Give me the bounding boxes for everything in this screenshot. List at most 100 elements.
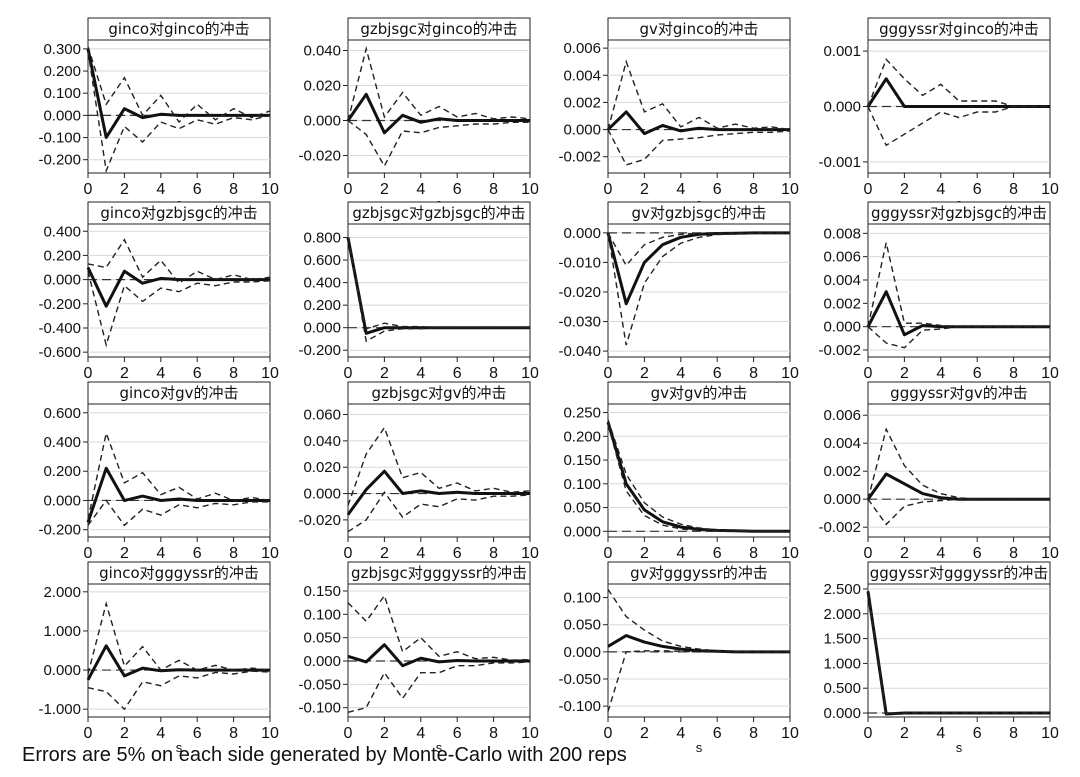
- y-tick-label: 0.100: [563, 476, 601, 493]
- x-tick-label: 10: [1041, 725, 1059, 742]
- x-tick-label: 2: [640, 181, 649, 198]
- plot-area: [867, 403, 1051, 538]
- x-axis-label: s: [956, 740, 963, 755]
- x-tick-label: 2: [640, 365, 649, 382]
- irf-line: [86, 48, 270, 139]
- y-tick-label: -0.050: [558, 671, 601, 688]
- y-tick-label: 0.050: [303, 630, 341, 647]
- x-tick-label: 6: [713, 181, 722, 198]
- plot-area: [607, 403, 791, 538]
- x-tick-label: 2: [380, 365, 389, 382]
- y-tick-label: 0.100: [563, 590, 601, 607]
- plot-area: [87, 39, 271, 174]
- confidence-band-line: [347, 426, 531, 506]
- panel-title: ginco对gzbjsgc的冲击: [100, 204, 257, 222]
- x-tick-label: 2: [640, 725, 649, 742]
- x-tick-label: 10: [521, 545, 539, 562]
- y-tick-label: 0.400: [43, 434, 81, 451]
- y-tick-label: -0.100: [558, 698, 601, 715]
- chart-footnote: Errors are 5% on each side generated by …: [22, 744, 627, 766]
- x-tick-label: 8: [749, 365, 758, 382]
- irf-line: [347, 643, 530, 668]
- x-tick-label: 0: [84, 545, 93, 562]
- y-tick-label: 0.500: [823, 680, 861, 697]
- x-tick-label: 2: [900, 725, 909, 742]
- y-tick-label: -0.002: [558, 149, 601, 166]
- x-tick-label: 8: [1009, 181, 1018, 198]
- panel-title: gzbjsgc对ginco的冲击: [360, 20, 517, 38]
- confidence-band-line: [607, 59, 791, 131]
- x-tick-label: 0: [604, 365, 613, 382]
- y-tick-label: 2.000: [43, 584, 81, 601]
- x-tick-label: 8: [229, 181, 238, 198]
- confidence-band-line: [87, 499, 270, 527]
- x-axis-label: s: [696, 740, 703, 755]
- x-tick-label: 0: [864, 365, 873, 382]
- plot-area: [607, 223, 791, 358]
- x-tick-label: 8: [229, 725, 238, 742]
- y-tick-label: 0.002: [823, 463, 861, 480]
- irf-line: [86, 266, 270, 308]
- plot-area: [607, 39, 791, 174]
- confidence-band-line: [867, 498, 1050, 526]
- x-tick-label: 2: [640, 545, 649, 562]
- x-tick-label: 6: [453, 725, 462, 742]
- y-tick-label: 0.002: [563, 94, 601, 111]
- confidence-band-line: [87, 50, 271, 174]
- x-tick-label: 2: [120, 545, 129, 562]
- y-tick-label: 0.004: [563, 67, 601, 84]
- y-tick-label: -0.002: [818, 519, 861, 536]
- y-tick-label: 0.040: [303, 43, 341, 60]
- x-tick-label: 4: [676, 181, 685, 198]
- x-tick-label: 4: [156, 545, 165, 562]
- x-tick-label: 0: [84, 725, 93, 742]
- x-tick-label: 0: [344, 365, 353, 382]
- x-tick-label: 6: [973, 365, 982, 382]
- y-tick-label: -0.100: [38, 130, 81, 147]
- x-tick-label: 8: [489, 365, 498, 382]
- x-tick-label: 0: [344, 545, 353, 562]
- panel-title: gzbjsgc对gv的冲击: [371, 384, 506, 402]
- confidence-band-line: [867, 326, 1050, 349]
- x-tick-label: 0: [84, 181, 93, 198]
- x-tick-label: 4: [936, 725, 945, 742]
- y-tick-label: 0.300: [43, 41, 81, 58]
- x-tick-label: 10: [781, 725, 799, 742]
- y-tick-label: 0.000: [43, 492, 81, 509]
- y-tick-label: 0.000: [43, 272, 81, 289]
- y-tick-label: 0.000: [303, 486, 341, 503]
- x-tick-label: 4: [156, 365, 165, 382]
- confidence-band-line: [87, 670, 271, 711]
- x-tick-label: 4: [676, 545, 685, 562]
- x-tick-label: 6: [193, 725, 202, 742]
- x-tick-label: 0: [344, 725, 353, 742]
- y-tick-label: 0.040: [303, 433, 341, 450]
- x-tick-label: 6: [713, 545, 722, 562]
- x-tick-label: 6: [453, 181, 462, 198]
- y-tick-label: 0.200: [43, 247, 81, 264]
- x-tick-label: 8: [229, 365, 238, 382]
- y-tick-label: 0.600: [303, 252, 341, 269]
- y-tick-label: 0.000: [823, 705, 861, 722]
- x-tick-label: 10: [521, 365, 539, 382]
- y-tick-label: 0.006: [563, 40, 601, 57]
- x-tick-label: 4: [676, 365, 685, 382]
- confidence-band-line: [87, 46, 271, 124]
- y-tick-label: -0.002: [818, 342, 861, 359]
- x-tick-label: 10: [521, 181, 539, 198]
- x-tick-label: 10: [1041, 365, 1059, 382]
- y-tick-label: 0.000: [563, 644, 601, 661]
- y-tick-label: -0.200: [38, 522, 81, 539]
- x-tick-label: 0: [604, 725, 613, 742]
- x-tick-label: 6: [973, 181, 982, 198]
- y-tick-label: -0.020: [298, 148, 341, 165]
- x-tick-label: 10: [261, 725, 279, 742]
- confidence-band-line: [607, 232, 790, 346]
- y-tick-label: 0.004: [823, 272, 861, 289]
